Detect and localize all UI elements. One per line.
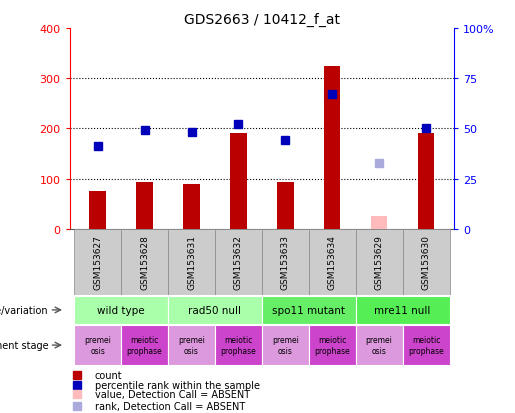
Text: meiotic
prophase: meiotic prophase: [220, 336, 256, 355]
Text: value, Detection Call = ABSENT: value, Detection Call = ABSENT: [95, 389, 250, 399]
Bar: [262, 296, 356, 324]
Bar: [356, 296, 450, 324]
Text: GSM153631: GSM153631: [187, 235, 196, 290]
Text: premei
osis: premei osis: [366, 336, 392, 355]
Text: mre11 null: mre11 null: [374, 305, 431, 315]
Bar: [168, 325, 215, 366]
Bar: [168, 296, 262, 324]
Bar: [356, 325, 403, 366]
Text: count: count: [95, 370, 122, 380]
Text: premei
osis: premei osis: [272, 336, 299, 355]
Bar: [418, 134, 434, 229]
Bar: [168, 229, 215, 295]
Bar: [309, 229, 356, 295]
Text: GSM153628: GSM153628: [140, 235, 149, 289]
Text: GSM153629: GSM153629: [375, 235, 384, 289]
Bar: [121, 325, 168, 366]
Text: GSM153634: GSM153634: [328, 235, 337, 289]
Text: GSM153632: GSM153632: [234, 235, 243, 289]
Bar: [309, 325, 356, 366]
Bar: [74, 229, 121, 295]
Text: GSM153627: GSM153627: [93, 235, 102, 289]
Text: GSM153633: GSM153633: [281, 235, 290, 290]
Text: development stage: development stage: [0, 340, 48, 350]
Text: rank, Detection Call = ABSENT: rank, Detection Call = ABSENT: [95, 401, 245, 411]
Bar: [74, 325, 121, 366]
Text: meiotic
prophase: meiotic prophase: [408, 336, 444, 355]
Bar: [74, 296, 168, 324]
Bar: [262, 325, 309, 366]
Bar: [90, 192, 106, 229]
Bar: [371, 217, 387, 229]
Text: genotype/variation: genotype/variation: [0, 305, 48, 315]
Text: meiotic
prophase: meiotic prophase: [314, 336, 350, 355]
Bar: [403, 325, 450, 366]
Text: rad50 null: rad50 null: [188, 305, 242, 315]
Bar: [324, 66, 340, 229]
Bar: [215, 229, 262, 295]
Title: GDS2663 / 10412_f_at: GDS2663 / 10412_f_at: [184, 12, 340, 26]
Text: spo11 mutant: spo11 mutant: [272, 305, 345, 315]
Text: meiotic
prophase: meiotic prophase: [127, 336, 162, 355]
Bar: [215, 325, 262, 366]
Bar: [121, 229, 168, 295]
Bar: [403, 229, 450, 295]
Bar: [183, 184, 200, 229]
Bar: [262, 229, 309, 295]
Bar: [136, 183, 153, 229]
Bar: [277, 183, 294, 229]
Text: percentile rank within the sample: percentile rank within the sample: [95, 380, 260, 390]
Bar: [230, 134, 247, 229]
Bar: [356, 229, 403, 295]
Text: wild type: wild type: [97, 305, 145, 315]
Text: premei
osis: premei osis: [178, 336, 205, 355]
Text: GSM153630: GSM153630: [422, 235, 431, 290]
Text: premei
osis: premei osis: [84, 336, 111, 355]
